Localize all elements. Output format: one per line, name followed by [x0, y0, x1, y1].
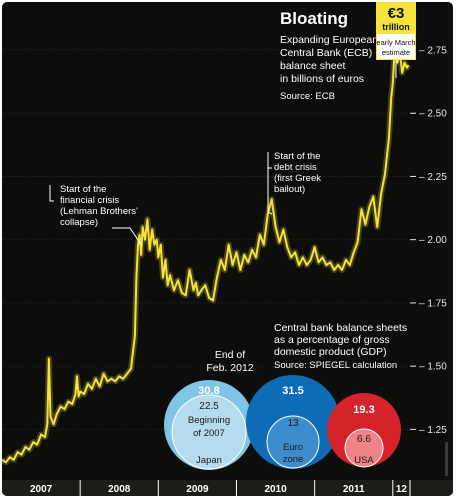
- bubble-japan-name: Japan: [196, 455, 222, 466]
- x-tick-label: 2008: [108, 484, 131, 495]
- annotation-debt-crisis-line: debt crisis: [274, 162, 317, 173]
- inset-date-line: End of: [215, 349, 245, 361]
- annotation-debt-crisis-line: Start of the: [274, 151, 320, 162]
- bubble-japan-value-2012: 30.8: [198, 385, 219, 397]
- annotation-financial-crisis-bracket: [49, 185, 54, 202]
- y-tick-label: – 2.25: [419, 172, 447, 183]
- bubble-japan-2007-label: Beginning: [188, 415, 230, 426]
- chart-svg: – 1.25 – 1.50 – 1.75 – 2.00 – 2.25 – 2.50 – 2.…: [2, 2, 453, 496]
- x-tick-label: 2010: [264, 484, 287, 495]
- gridlines: [2, 49, 410, 430]
- annotation-debt-crisis-line: bailout): [274, 184, 305, 195]
- callout-unit: trillion: [382, 22, 410, 32]
- inset-source: Source: SPIEGEL calculation: [274, 360, 397, 371]
- inset-title-line: Central bank balance sheets: [274, 322, 407, 334]
- bubble-eurozone-name: zone: [283, 454, 304, 465]
- annotation-financial-crisis-line: Start of the: [60, 184, 106, 195]
- annotation-financial-crisis-line: collapse): [60, 217, 98, 228]
- callout-note-box: [377, 34, 415, 59]
- callout-note-line: early March: [376, 38, 415, 47]
- bubble-usa-name: USA: [354, 455, 374, 466]
- subtitle-line: Expanding European: [280, 34, 378, 46]
- bubble-japan-value-2007: 22.5: [199, 401, 219, 412]
- subtitle-line: in billions of euros: [280, 73, 364, 85]
- inset-date-line: Feb. 2012: [206, 362, 253, 374]
- inset-title-line: domestic product (GDP): [274, 346, 387, 358]
- chart-panel: – 1.25 – 1.50 – 1.75 – 2.00 – 2.25 – 2.50 – 2.…: [2, 2, 453, 496]
- bubble-eurozone-name: Euro: [283, 442, 303, 453]
- bubble-eurozone-value-2012: 31.5: [282, 385, 303, 397]
- bubble-usa-value-2012: 19.3: [353, 404, 374, 416]
- x-tick-label: 2007: [30, 484, 53, 495]
- subtitle-line: Central Bank (ECB): [280, 47, 372, 59]
- y-axis-ticks: – 1.25 – 1.50 – 1.75 – 2.00 – 2.25 – 2.50 – 2.…: [410, 45, 447, 436]
- y-tick-label: – 1.75: [419, 298, 447, 309]
- callout-note-line: estimate: [382, 48, 410, 57]
- bubble-eurozone-value-2007: 13: [287, 418, 299, 429]
- y-tick-label: – 1.25: [419, 425, 447, 436]
- callout-value: €3: [388, 5, 405, 22]
- credit-mark: [445, 442, 448, 476]
- bubble-usa-value-2007: 6.6: [357, 434, 371, 445]
- y-tick-label: – 2.50: [419, 109, 447, 120]
- x-axis: 2007 2008 2009 2010 2011 12: [2, 480, 453, 496]
- series-line: [2, 41, 410, 464]
- bubble-japan-2007-label: of 2007: [193, 428, 225, 439]
- annotation-financial-crisis-leader: [112, 227, 143, 247]
- subtitle-line: balance sheet: [280, 60, 345, 72]
- annotation-financial-crisis-line: financial crisis: [60, 195, 119, 206]
- annotation-debt-crisis-line: (first Greek: [274, 173, 321, 184]
- x-axis-band: [2, 480, 453, 496]
- bubble-eurozone-2007: [266, 415, 320, 469]
- x-tick-label: 2011: [343, 484, 365, 495]
- annotation-debt-crisis-bracket: [267, 152, 272, 169]
- bubble-japan-2007: [171, 394, 247, 470]
- chart-title: Bloating: [280, 9, 348, 28]
- annotation-debt-crisis-leader: [267, 168, 273, 215]
- inset-title-line: as a percentage of gross: [274, 334, 390, 346]
- source-label: Source: ECB: [280, 91, 335, 102]
- x-tick-label: 2009: [186, 484, 209, 495]
- y-tick-label: – 2.75: [419, 45, 447, 56]
- y-tick-label: – 2.00: [419, 235, 447, 246]
- y-tick-label: – 1.50: [419, 362, 447, 373]
- annotation-financial-crisis-line: (Lehman Brothers': [60, 206, 138, 217]
- x-tick-label: 12: [396, 484, 408, 495]
- bubble-usa-2007: [344, 428, 384, 468]
